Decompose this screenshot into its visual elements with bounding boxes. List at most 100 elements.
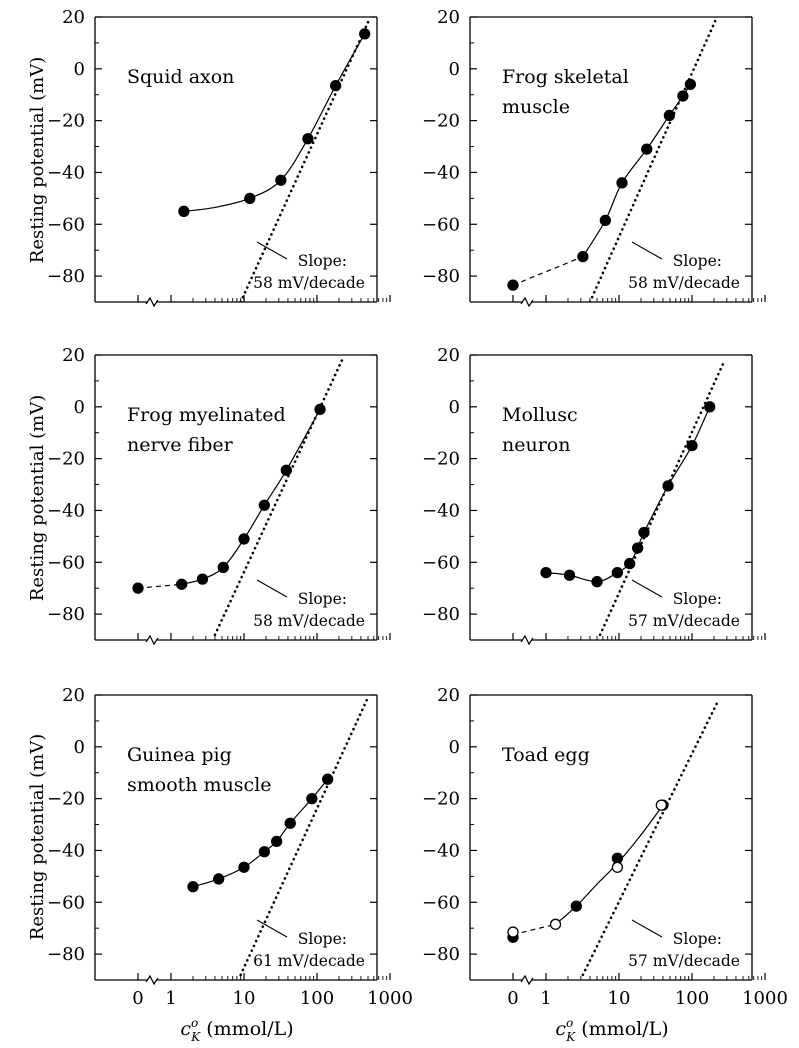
x-tick-label: 1000 [742,988,788,1009]
nernst-slope-line [588,17,719,302]
y-tick-label: 20 [62,685,85,706]
data-point [196,573,209,585]
y-tick-label: −20 [47,111,85,132]
y-tick-label: 0 [74,59,85,80]
data-point [258,846,270,858]
y-axis-label-row-2: Resting potential (mV) [27,395,48,601]
slope-label: Slope: [298,590,347,608]
slope-value-label: 57 mV/decade [628,952,740,970]
data-point [686,440,698,452]
panel-title-line: Mollusc [502,404,578,426]
data-point [178,205,190,217]
data-point [187,881,199,893]
data-point [624,557,636,570]
y-tick-label: 0 [74,737,85,758]
x-tick-label: 10 [233,988,256,1009]
data-point [663,109,676,122]
y-tick-label: −60 [47,214,85,235]
dashed-connector [512,256,584,286]
y-tick-label: 0 [449,737,460,758]
x-tick-label: 1000 [367,988,413,1009]
data-point [540,566,552,579]
x-tick-label: 100 [675,988,709,1009]
slope-value-label: 61 mV/decade [253,952,365,970]
dashed-connector [137,583,182,589]
slope-value-label: 58 mV/decade [253,612,365,630]
data-point [577,251,589,263]
data-point [662,480,674,492]
y-tick-label: 20 [62,345,85,366]
data-point [677,90,689,102]
slope-label: Slope: [673,930,722,948]
nernst-slope-line [581,698,720,977]
y-tick-label: 20 [437,345,460,366]
y-tick-label: −40 [422,840,460,861]
y-tick-label: −80 [422,944,460,965]
y-tick-label: −20 [422,789,460,810]
axis-break-mark [520,296,534,308]
y-tick-label: −40 [47,162,85,183]
y-tick-label: −80 [422,604,460,625]
y-tick-label: −20 [47,449,85,470]
y-tick-label: −80 [47,604,85,625]
fit-curve [582,84,691,257]
panel-frog-skeletal-muscle: 20 0 −20 −40 −60 −80 Frog skeletal muscle Slope:… [422,7,766,308]
x-axis-label-sup: o [191,1016,198,1030]
data-point [306,792,318,805]
x-tick-label: 100 [300,988,334,1009]
y-tick-label: −20 [47,789,85,810]
data-point [507,279,519,291]
data-point [591,576,603,588]
dashed-connector [512,923,556,936]
panel-frog-myelinated-nerve-fiber: 20 0 −20 −40 −60 −80 Frog myelinated nerve fibe… [47,345,391,646]
slope-label: Slope: [673,252,722,270]
data-point [638,526,650,539]
data-point [213,873,225,885]
panel-title-line: nerve fiber [127,434,234,456]
x-axis-label-c: c [180,1018,191,1040]
data-point [616,177,628,189]
x-tick-label: 0 [507,988,518,1009]
data-point [275,174,287,186]
data-point [359,28,371,40]
panel-title-line: smooth muscle [127,774,272,796]
y-tick-label: −80 [47,944,85,965]
data-point [611,566,624,579]
x-axis-label-sub: K [565,1030,576,1044]
slope-pointer [256,919,288,938]
panel-title-line: neuron [502,434,570,456]
slope-value-label: 58 mV/decade [253,274,365,292]
slope-value-label: 58 mV/decade [628,274,740,292]
y-tick-label: −40 [422,500,460,521]
y-tick-label: −60 [422,552,460,573]
x-tick-label: 0 [132,988,143,1009]
panel-title-line: Frog skeletal [502,66,629,88]
data-point [329,80,342,92]
slope-value-label: 57 mV/decade [628,612,740,630]
slope-pointer [631,579,663,598]
data-point [280,464,292,476]
data-point-open [549,918,562,930]
y-tick-label: −40 [47,500,85,521]
data-point-open [655,799,667,811]
data-point [270,835,283,848]
data-point [217,561,229,574]
y-tick-label: −60 [422,214,460,235]
y-tick-label: 0 [449,59,460,80]
data-point-open [611,861,624,873]
y-tick-label: −60 [47,892,85,913]
y-tick-label: −60 [422,892,460,913]
panel-title-line: Toad egg [502,744,590,766]
panel-title-line: Frog myelinated [127,404,286,426]
nernst-slope-line [239,20,370,302]
panel-title-line: Squid axon [127,66,234,88]
axis-break-mark [520,634,534,646]
y-tick-label: 20 [437,685,460,706]
x-axis-label-units: (mmol/L) [575,1018,668,1040]
y-tick-label: 20 [62,7,85,28]
fit-curve [545,406,711,583]
x-tick-label: 1 [165,988,176,1009]
slope-pointer [256,579,288,598]
data-point [599,214,611,227]
